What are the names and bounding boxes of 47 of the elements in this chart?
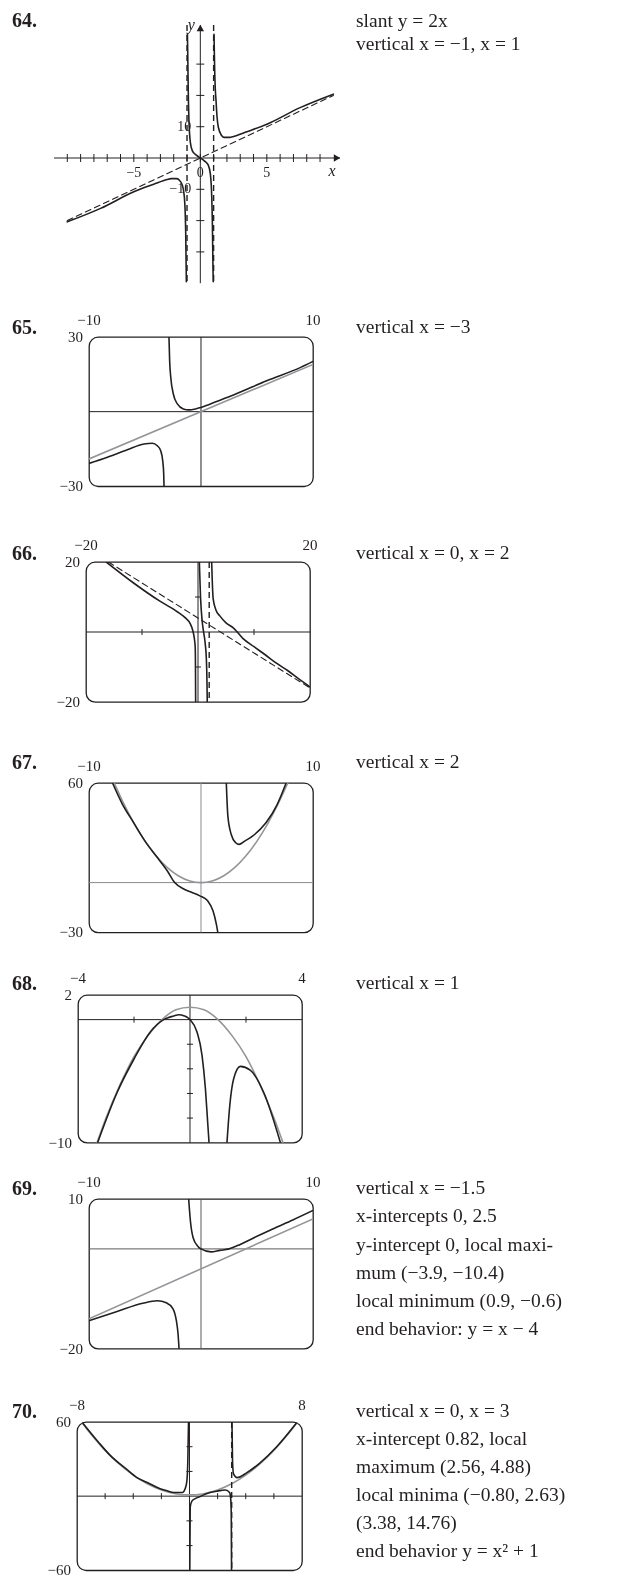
text: local minima (−0.80, 2.63) [356,1482,566,1507]
y-tick-label: −30 [59,924,84,941]
text: local minimum (0.9, −0.6) [356,1289,562,1313]
y-tick-label: −20 [56,694,80,710]
y-tick-label: 60 [56,1413,72,1430]
text: vertical x = 0, x = 2 [356,540,510,565]
y-tick-label: 60 [68,775,84,792]
text: x-intercept 0.82, local [356,1426,529,1451]
y-tick-label: −10 [48,1134,72,1151]
text: maximum (2.56, 4.88) [356,1454,532,1479]
y-tick-label: −60 [47,1562,72,1578]
y-tick-label: −20 [59,1340,84,1357]
text: mum (−3.9, −10.4) [356,1260,506,1285]
line-series [95,1006,284,1143]
text: y-intercept 0, local maxi- [356,1232,555,1257]
x-axis-title: x [327,161,336,179]
y-tick-label: 10 [68,1191,84,1208]
text: vertical x = −1.5 [356,1176,487,1201]
x-tick-label: −8 [69,1396,86,1413]
chart-title: 64. [12,8,37,32]
text: vertical x = −3 [356,314,471,339]
chart-title: 69. [12,1176,37,1201]
text: end behavior y = x² + 1 [356,1538,540,1563]
chart-title: 65. [12,314,37,339]
x-tick-label: −5 [126,164,142,180]
text: (3.38, 14.76) [356,1510,458,1535]
x-tick-label: 5 [263,164,271,180]
chart-title: 70. [12,1398,37,1423]
chart-title: 67. [12,749,37,774]
chart-title: 66. [12,540,37,565]
y-tick-label: −30 [59,478,84,494]
line-series [81,1421,299,1496]
x-tick-label: 4 [297,970,306,986]
text: slant y = 2x [356,8,449,32]
y-tick-label: 30 [68,328,84,345]
y-tick-label: 20 [65,554,80,570]
text: x-intercepts 0, 2.5 [356,1204,498,1229]
chart-title: 68. [12,971,37,996]
text: vertical x = 2 [356,749,460,774]
y-tick-label: 2 [64,987,72,1003]
text: end behavior: y = x − 4 [356,1317,540,1342]
text: vertical x = 0, x = 3 [356,1398,511,1423]
x-tick-label: 8 [298,1396,307,1413]
x-tick-label: −4 [69,970,87,986]
y-axis-title: y [185,15,196,34]
text: vertical x = −1, x = 1 [356,31,521,55]
text: vertical x = 1 [356,971,460,996]
